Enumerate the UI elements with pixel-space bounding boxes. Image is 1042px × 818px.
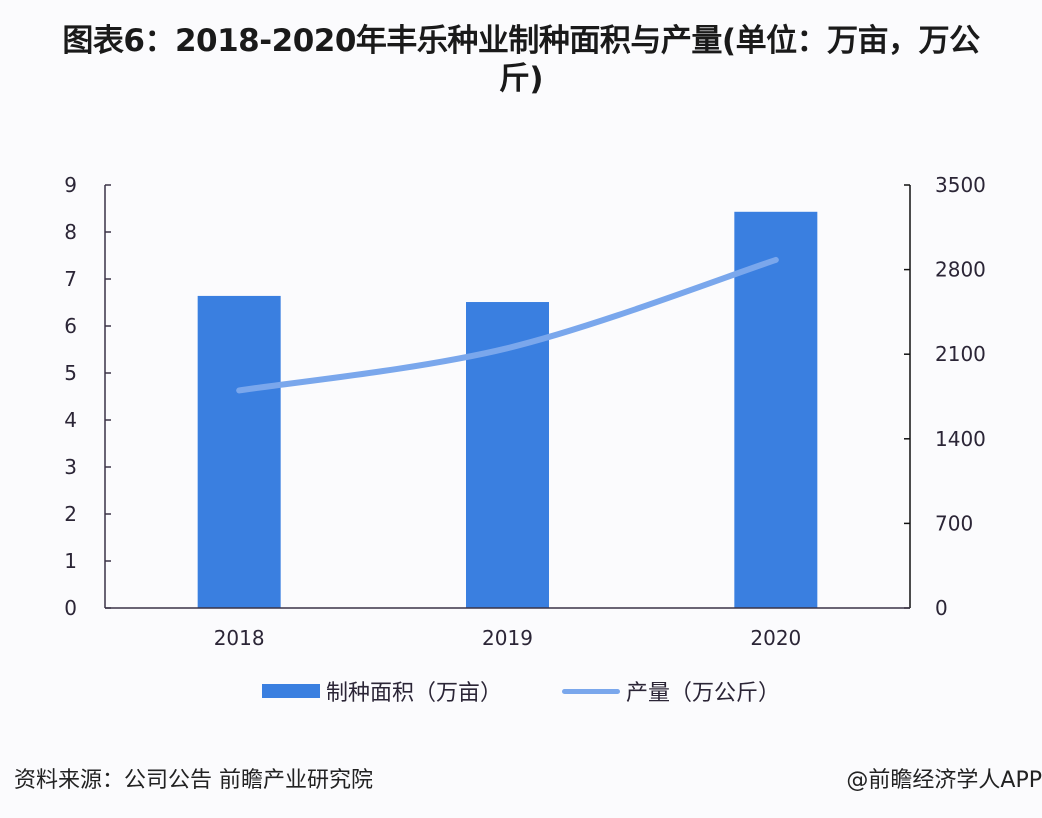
- legend-bar-label: 制种面积（万亩）: [325, 681, 502, 706]
- right-tick-label: 2100: [935, 342, 986, 366]
- right-tick-label: 1400: [935, 427, 986, 451]
- legend-item-output: 产量（万公斤）: [562, 675, 780, 707]
- credit-note: @前瞻经济学人APP: [846, 768, 1042, 793]
- chart-title-line1: 图表6：2018-2020年丰乐种业制种面积与产量(单位：万亩，万公: [62, 23, 980, 59]
- chart-title-line2: 斤): [498, 61, 544, 97]
- left-axis: 0 1 2 3 4 5 6 7 8 9: [64, 173, 111, 620]
- left-tick-label: 7: [64, 267, 77, 291]
- x-tick-label: 2018: [214, 626, 265, 650]
- left-tick-label: 9: [64, 173, 77, 197]
- line-swatch-icon: [562, 688, 620, 694]
- legend: 制种面积（万亩） 产量（万公斤）: [0, 675, 1042, 707]
- left-tick-label: 8: [64, 220, 77, 244]
- legend-item-area: 制种面积（万亩）: [261, 675, 502, 707]
- right-tick-label: 0: [935, 596, 948, 620]
- left-tick-label: 1: [64, 549, 77, 573]
- chart-title: 图表6：2018-2020年丰乐种业制种面积与产量(单位：万亩，万公 斤): [0, 22, 1042, 98]
- source-note: 资料来源：公司公告 前瞻产业研究院: [14, 768, 373, 793]
- left-tick-label: 3: [64, 455, 77, 479]
- left-tick-label: 4: [64, 408, 77, 432]
- bar-series: [197, 211, 818, 609]
- bar: [197, 295, 281, 608]
- right-axis: 0 700 1400 2100 2800 3500: [904, 173, 986, 620]
- x-axis-labels: 2018 2019 2020: [214, 626, 802, 650]
- left-tick-label: 6: [64, 314, 77, 338]
- left-tick-label: 0: [64, 596, 77, 620]
- left-tick-label: 2: [64, 502, 77, 526]
- legend-line-label: 产量（万公斤）: [626, 681, 781, 706]
- right-tick-label: 700: [935, 511, 973, 535]
- x-tick-label: 2020: [750, 626, 801, 650]
- right-tick-label: 3500: [935, 173, 986, 197]
- x-tick-label: 2019: [482, 626, 533, 650]
- bar-swatch-icon: [261, 684, 320, 698]
- right-tick-label: 2800: [935, 258, 986, 282]
- left-tick-label: 5: [64, 361, 77, 385]
- bar: [734, 211, 818, 609]
- line-series: [236, 256, 779, 394]
